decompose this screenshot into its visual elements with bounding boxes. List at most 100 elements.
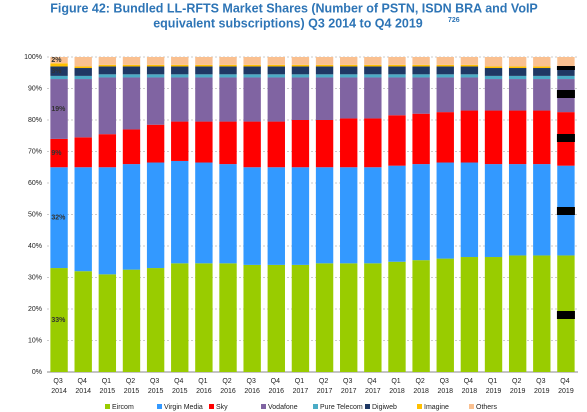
x-tick-label-part: 2017: [293, 388, 309, 395]
bar-segment: [98, 66, 117, 75]
bar-segment: [50, 268, 68, 372]
legend-swatch: [313, 404, 318, 409]
x-tick-label-part: 2015: [124, 388, 140, 395]
bar-segment: [74, 75, 92, 80]
x-tick-label-part: Q3: [536, 378, 547, 385]
legend-label: Pure Telecom: [320, 404, 363, 411]
bar-segment: [412, 260, 430, 372]
bar-segment: [484, 164, 503, 258]
bar-segment: [243, 57, 261, 65]
x-tick-label-part: Q4: [464, 378, 475, 385]
bar-segment: [171, 57, 189, 65]
bar-segment: [315, 167, 334, 264]
bar-segment: [508, 255, 527, 372]
bar-segment: [315, 57, 334, 65]
bar-segment: [533, 110, 551, 165]
bar-segment: [171, 160, 189, 264]
data-label: 32%: [51, 214, 66, 221]
bar-segment: [219, 66, 237, 75]
bar-segment: [364, 66, 382, 75]
data-label: 3%: [51, 68, 62, 75]
bar-segment: [508, 79, 527, 111]
bar-segment: [146, 124, 165, 163]
x-tick-label: Q2 2015: [124, 378, 140, 395]
bar-segment: [267, 66, 285, 75]
bar-segment: [291, 57, 310, 65]
bar-segment: [146, 162, 165, 269]
data-label: 2%: [51, 57, 62, 64]
bar-segment: [484, 66, 503, 69]
bar-segment: [364, 118, 382, 168]
bar-segment: [364, 77, 382, 119]
x-tick-label-part: Q2: [319, 378, 330, 385]
x-tick-label-part: 2016: [269, 388, 285, 395]
bar-segment: [436, 64, 454, 67]
bar-segment: [340, 77, 358, 119]
y-tick-label: 90%: [28, 85, 42, 92]
x-tick-label-part: Q4: [271, 378, 282, 385]
bar-segment: [122, 164, 141, 270]
bar-segment: [436, 74, 454, 78]
bar-segment: [508, 57, 527, 67]
bar-segment: [557, 57, 575, 67]
bar-segment: [291, 64, 310, 67]
x-tick-label: Q2 2017: [317, 378, 333, 395]
bar-segment: [533, 57, 551, 67]
y-tick-label: 0%: [32, 369, 42, 376]
bar-segment: [412, 113, 430, 165]
bar-segment: [219, 77, 237, 122]
legend-label: Eircom: [112, 404, 134, 411]
bar-segment: [267, 167, 285, 265]
redaction: [556, 134, 575, 142]
bar-segment: [195, 121, 213, 163]
x-tick-label-part: 2017: [317, 388, 333, 395]
redaction: [556, 207, 575, 215]
x-tick-label-part: 2015: [148, 388, 164, 395]
bar-segment: [267, 121, 285, 168]
legend-label: Sky: [216, 404, 228, 411]
x-tick-label-part: 2016: [196, 388, 212, 395]
y-tick-label: 60%: [28, 180, 42, 187]
bar-segment: [50, 66, 68, 76]
bar-segment: [340, 118, 358, 168]
bar-segment: [146, 57, 165, 65]
y-tick-label: 10%: [28, 337, 42, 344]
bar-segment: [195, 77, 213, 122]
bar-segment: [291, 77, 310, 120]
bar-segment: [388, 165, 406, 262]
x-tick-label: Q2 2016: [220, 378, 236, 395]
x-tick-label-part: Q3: [247, 378, 258, 385]
bar-segment: [171, 121, 189, 161]
x-tick-label-part: 2018: [437, 388, 453, 395]
bar-segment: [243, 167, 261, 265]
bar-segment: [291, 120, 310, 168]
x-tick-label-part: 2015: [172, 388, 188, 395]
bar-segment: [412, 64, 430, 67]
x-tick-label: Q1 2017: [293, 378, 309, 395]
bar-segment: [436, 57, 454, 65]
bar-segment: [146, 64, 165, 67]
bar-segment: [74, 79, 92, 138]
bar-segment: [508, 66, 527, 69]
x-tick-label-part: Q2: [222, 378, 233, 385]
x-tick-label-part: 2017: [365, 388, 381, 395]
bar-segment: [460, 64, 479, 67]
legend-swatch: [469, 404, 474, 409]
x-tick-label-part: 2014: [51, 388, 67, 395]
bar-segment: [315, 263, 334, 372]
bar-segment: [171, 263, 189, 372]
bar-segment: [98, 167, 117, 275]
bar-segment: [340, 74, 358, 78]
bar-segment: [219, 57, 237, 65]
bar-segment: [195, 74, 213, 78]
x-tick-label: Q4 2014: [75, 378, 91, 395]
bar-segment: [340, 64, 358, 67]
bar-segment: [364, 263, 382, 372]
x-tick-label-part: Q4: [78, 378, 89, 385]
x-tick-label-part: 2019: [558, 388, 574, 395]
bar-segment: [340, 66, 358, 75]
bar-segment: [74, 68, 92, 76]
bar-segment: [340, 57, 358, 65]
bar-segment: [74, 57, 92, 67]
